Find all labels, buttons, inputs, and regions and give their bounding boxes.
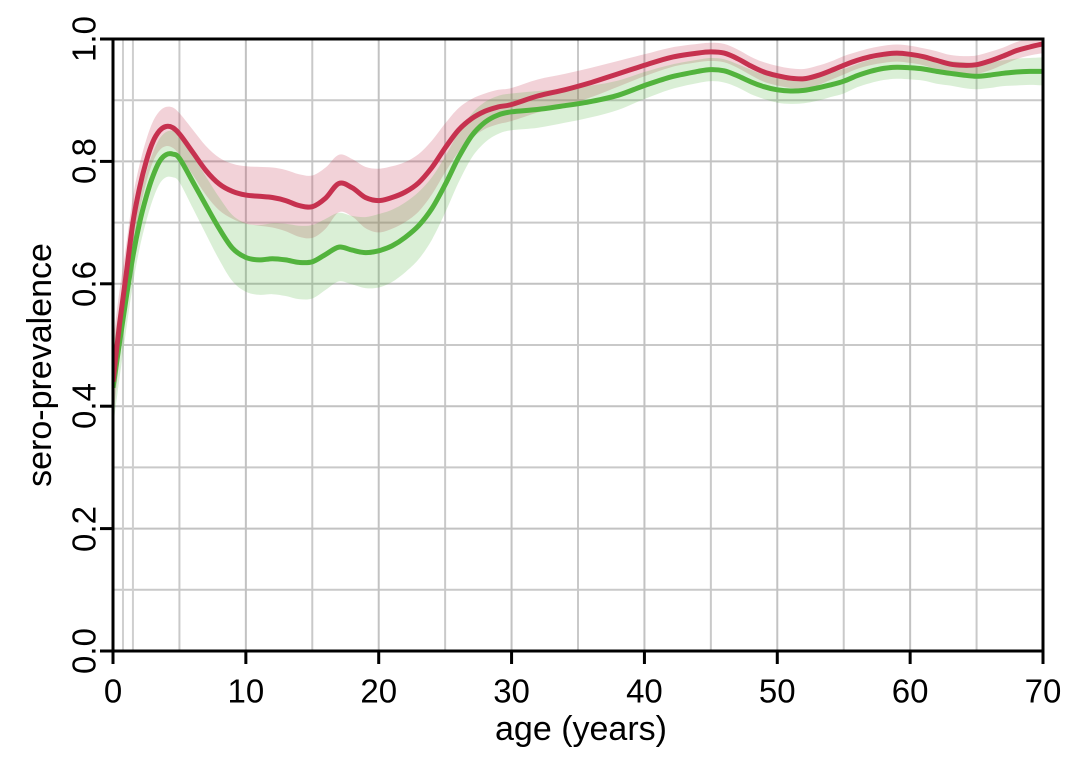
x-tick-label-70: 70 [1024, 672, 1062, 710]
y-tick-label-0.2: 0.2 [65, 505, 103, 552]
y-tick-label-0.0: 0.0 [65, 628, 103, 674]
x-tick-label-20: 20 [360, 672, 398, 710]
x-tick-label-60: 60 [891, 672, 929, 710]
x-tick-label-50: 50 [758, 672, 796, 710]
series-group [113, 39, 1043, 428]
y-axis-title: sero-prevalence [21, 243, 59, 487]
y-tick-label-0.4: 0.4 [65, 383, 103, 430]
green-confidence-band [113, 55, 1043, 428]
y-tick-label-1.0: 1.0 [65, 16, 103, 62]
green-curve [113, 64, 1043, 389]
gridlines [113, 39, 1043, 651]
y-tick-label-0.6: 0.6 [65, 260, 103, 307]
x-tick-label-10: 10 [227, 672, 265, 710]
y-tick-label-0.8: 0.8 [65, 138, 103, 185]
red-curve [113, 41, 1043, 382]
red-confidence-band [113, 39, 1043, 422]
x-axis-title: age (years) [495, 710, 667, 748]
x-tick-label-0: 0 [103, 672, 123, 710]
x-tick-label-40: 40 [626, 672, 663, 710]
axis-ticks [100, 37, 1045, 664]
x-tick-label-30: 30 [493, 672, 530, 710]
plot-border [111, 37, 1045, 653]
